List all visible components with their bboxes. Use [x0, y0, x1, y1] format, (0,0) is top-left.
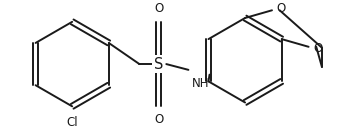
- Text: O: O: [314, 42, 323, 55]
- Text: O: O: [277, 2, 286, 15]
- Text: O: O: [154, 113, 163, 126]
- Text: O: O: [154, 2, 163, 15]
- Text: S: S: [154, 57, 163, 72]
- Text: NH: NH: [192, 77, 210, 90]
- Text: Cl: Cl: [66, 116, 78, 129]
